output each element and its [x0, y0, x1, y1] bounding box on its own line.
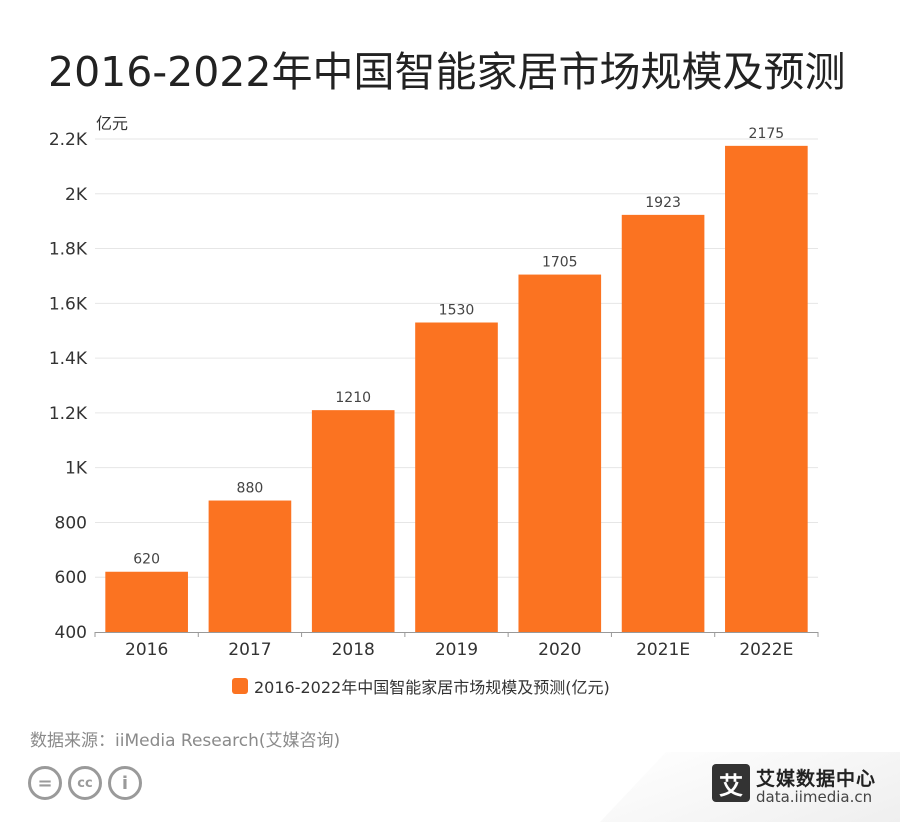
bar: [105, 571, 188, 632]
brand-logo-icon: 艾: [712, 764, 750, 802]
y-tick-label: 1K: [65, 459, 88, 479]
brand-name: 艾媒数据中心: [756, 768, 877, 790]
y-tick-label: 600: [55, 568, 87, 588]
y-tick-label: 1.2K: [49, 404, 88, 424]
bar: [208, 500, 292, 632]
data-label: 2175: [749, 126, 785, 142]
y-tick-label: 1.4K: [49, 349, 88, 369]
source-note: 数据来源：iiMedia Research(艾媒咨询): [30, 731, 341, 751]
data-label: 1530: [439, 303, 475, 319]
legend-label: 2016-2022年中国智能家居市场规模及预测(亿元): [254, 678, 610, 697]
bar: [311, 410, 395, 632]
x-tick-label: 2019: [435, 640, 478, 660]
data-label: 1923: [645, 195, 681, 211]
data-label: 1210: [335, 390, 371, 406]
y-tick-label: 2.2K: [49, 130, 88, 150]
x-tick-label: 2021E: [636, 640, 690, 660]
legend-swatch: [232, 678, 248, 694]
y-tick-label: 2K: [65, 185, 88, 205]
y-tick-label: 1.6K: [49, 294, 88, 314]
bar: [415, 322, 498, 632]
y-tick-label: 1.8K: [49, 240, 88, 260]
y-tick-label: 400: [55, 623, 87, 643]
x-tick-label: 2017: [228, 640, 271, 660]
bar: [621, 214, 705, 632]
data-label: 620: [133, 552, 160, 568]
y-tick-label: 800: [55, 513, 87, 533]
person-icon: i: [108, 766, 142, 800]
brand-url[interactable]: data.iimedia.cn: [756, 788, 873, 806]
cc-icon: cc: [68, 766, 102, 800]
license-icons: = cc i: [28, 766, 142, 800]
legend[interactable]: 2016-2022年中国智能家居市场规模及预测(亿元): [232, 674, 610, 698]
x-tick-label: 2020: [538, 640, 581, 660]
x-tick-label: 2022E: [739, 640, 793, 660]
x-tick-label: 2018: [332, 640, 375, 660]
bar: [725, 145, 808, 632]
equals-icon: =: [28, 766, 62, 800]
bar: [518, 274, 602, 632]
y-unit-label: 亿元: [96, 114, 128, 133]
data-label: 1705: [542, 255, 578, 271]
chart-title: 2016-2022年中国智能家居市场规模及预测: [48, 48, 846, 96]
x-tick-label: 2016: [125, 640, 168, 660]
data-label: 880: [237, 481, 264, 497]
